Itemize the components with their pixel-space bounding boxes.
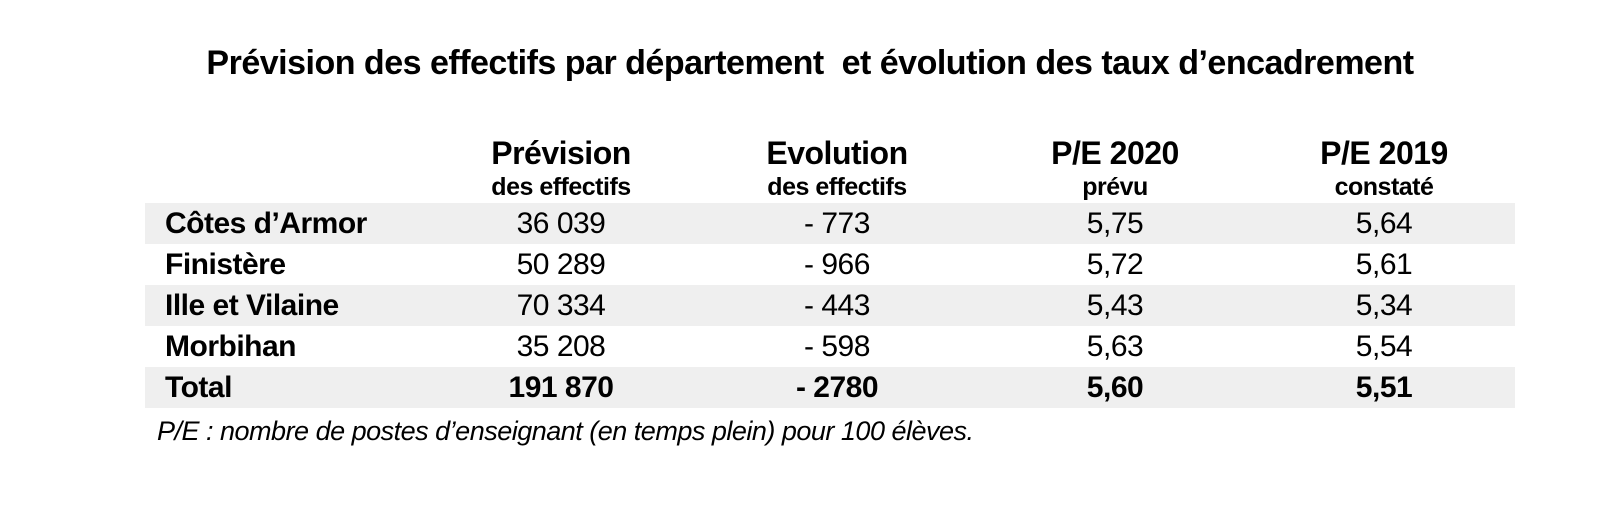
cell-evolution: - 773 xyxy=(804,206,870,240)
table-row: Finistère 50 289 - 966 5,72 5,61 xyxy=(145,244,1515,285)
row-label: Finistère xyxy=(165,247,286,281)
page-title: Prévision des effectifs par département … xyxy=(206,44,1414,82)
cell-pe2020: 5,60 xyxy=(1086,370,1144,404)
header-row: Prévision des effectifs Evolution des ef… xyxy=(145,130,1515,203)
table-row: Côtes d’Armor 36 039 - 773 5,75 5,64 xyxy=(145,203,1515,244)
cell-pe2019: 5,61 xyxy=(1355,247,1413,281)
table-row: Morbihan 35 208 - 598 5,63 5,54 xyxy=(145,326,1515,367)
header-pe2019: P/E 2019 constaté xyxy=(1253,130,1515,203)
header-prevision-line2: des effectifs xyxy=(491,173,631,201)
cell-pe2019: 5,64 xyxy=(1355,206,1413,240)
header-pe2019-line1: P/E 2019 xyxy=(1320,135,1448,171)
header-prevision: Prévision des effectifs xyxy=(425,130,697,203)
cell-prevision: 191 870 xyxy=(508,370,614,404)
cell-prevision: 70 334 xyxy=(516,288,606,322)
table-header: Prévision des effectifs Evolution des ef… xyxy=(145,130,1515,203)
cell-evolution: - 966 xyxy=(804,247,870,281)
table-row: Ille et Vilaine 70 334 - 443 5,43 5,34 xyxy=(145,285,1515,326)
row-label: Ille et Vilaine xyxy=(165,288,339,322)
cell-prevision: 35 208 xyxy=(516,329,606,363)
row-label: Total xyxy=(165,370,232,404)
cell-pe2019: 5,54 xyxy=(1355,329,1413,363)
cell-pe2020: 5,43 xyxy=(1086,288,1144,322)
row-label: Côtes d’Armor xyxy=(165,206,367,240)
header-evolution-line2: des effectifs xyxy=(767,173,907,201)
header-prevision-line1: Prévision xyxy=(491,135,631,171)
row-label: Morbihan xyxy=(165,329,297,363)
cell-prevision: 50 289 xyxy=(516,247,606,281)
header-pe2020-line2: prévu xyxy=(1082,173,1148,201)
cell-prevision: 36 039 xyxy=(516,206,606,240)
header-pe2019-line2: constaté xyxy=(1334,173,1434,201)
header-department xyxy=(145,130,425,203)
prevision-table: Prévision des effectifs Evolution des ef… xyxy=(145,130,1515,408)
cell-evolution: - 598 xyxy=(804,329,870,363)
forecast-table-container: Prévision des effectifs Evolution des ef… xyxy=(145,130,1515,408)
cell-pe2020: 5,72 xyxy=(1086,247,1144,281)
cell-pe2019: 5,34 xyxy=(1355,288,1413,322)
cell-evolution: - 443 xyxy=(804,288,870,322)
footnote: P/E : nombre de postes d’enseignant (en … xyxy=(157,416,974,446)
header-evolution: Evolution des effectifs xyxy=(697,130,977,203)
cell-pe2019: 5,51 xyxy=(1355,370,1413,404)
cell-pe2020: 5,63 xyxy=(1086,329,1144,363)
cell-evolution: - 2780 xyxy=(795,370,879,404)
header-evolution-line1: Evolution xyxy=(766,135,908,171)
header-pe2020-line1: P/E 2020 xyxy=(1051,135,1179,171)
cell-pe2020: 5,75 xyxy=(1086,206,1144,240)
header-pe2020: P/E 2020 prévu xyxy=(977,130,1253,203)
table-row: Total 191 870 - 2780 5,60 5,51 xyxy=(145,367,1515,408)
table-body: Côtes d’Armor 36 039 - 773 5,75 5,64 Finistèr… xyxy=(145,203,1515,408)
